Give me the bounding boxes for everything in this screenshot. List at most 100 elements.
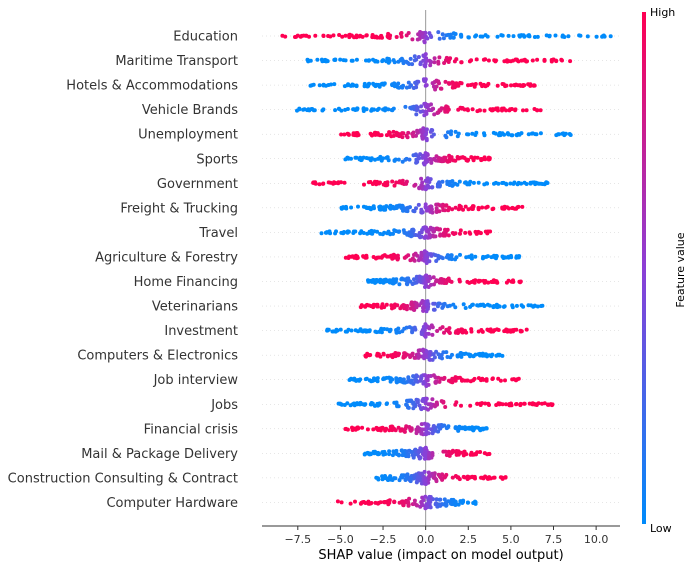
shap-point [426,470,431,475]
shap-point [490,107,495,112]
shap-point [407,477,412,482]
shap-point [423,83,428,88]
shap-point [426,279,431,284]
shap-point [457,279,462,284]
shap-point [338,401,343,406]
shap-point [426,374,431,378]
shap-point [444,281,449,285]
shap-point [412,183,417,188]
shap-point [437,55,442,60]
shap-point [403,426,408,431]
shap-point [542,57,547,62]
shap-point [452,59,457,64]
shap-point [367,501,372,506]
shap-point [441,231,446,235]
shap-point [378,280,383,285]
shap-point [444,426,449,431]
shap-point [460,377,464,382]
shap-point [467,280,472,285]
shap-point [437,425,441,430]
feature-label: Hotels & Accommodations [66,79,238,94]
shap-point [423,155,428,160]
shap-point [368,207,373,212]
shap-point [444,104,449,109]
shap-point [426,498,431,503]
shap-point [389,303,394,308]
shap-point [339,132,344,137]
shap-point [421,381,426,386]
shap-point [494,58,498,63]
shap-point [396,59,401,64]
shap-point [515,254,519,259]
shap-point [370,401,375,406]
shap-point [424,349,429,354]
shap-point [386,107,391,112]
shap-point [522,180,527,185]
shap-point [372,34,377,39]
shap-point [501,304,506,309]
shap-point [354,57,359,62]
shap-point [355,131,360,136]
shap-point [371,427,376,432]
shap-point [421,58,426,63]
shap-point [459,60,464,65]
shap-point [422,421,427,426]
shap-point [401,380,406,385]
shap-point [436,30,441,35]
shap-point [533,402,538,407]
shap-point [434,206,439,211]
shap-point [384,302,389,307]
shap-point [422,63,427,68]
shap-point [361,231,366,235]
shap-point [406,31,411,35]
shap-point [336,180,341,185]
shap-point [415,425,420,430]
shap-point [470,474,475,479]
shap-point [403,478,408,482]
shap-point [353,155,358,160]
shap-point [435,278,440,283]
shap-point [422,352,427,357]
shap-point [509,403,514,408]
shap-point [372,83,377,87]
shap-point [489,279,494,284]
shap-point [451,158,456,163]
shap-point [421,498,426,503]
shap-point [422,249,427,254]
shap-point [493,131,498,136]
shap-point [389,354,394,358]
shap-point [432,56,437,61]
shap-point [431,132,436,137]
shap-point [423,205,428,210]
shap-point [317,182,322,187]
shap-point [483,474,488,479]
shap-point [385,401,389,406]
shap-point [608,34,613,39]
shap-point [405,276,410,281]
shap-point [384,59,389,64]
shap-point [435,184,440,189]
shap-point [491,206,496,211]
shap-point [375,427,380,431]
shap-point [323,230,328,235]
shap-point [406,375,411,380]
colorbar-low-label: Low [650,522,672,535]
shap-point [453,205,458,210]
shap-point [440,376,445,381]
shap-point [419,176,424,181]
shap-point [445,108,450,113]
shap-point [473,34,478,39]
shap-point [415,475,420,480]
x-tick-label: −5.0 [327,533,354,546]
shap-point [387,131,392,135]
shap-point [510,205,515,210]
shap-point [353,328,358,333]
shap-point [379,255,384,260]
shap-point [417,353,421,358]
shap-point [382,81,387,86]
shap-point [459,403,463,408]
shap-point [468,354,472,359]
shap-point [461,207,465,212]
shap-point [461,155,466,160]
shap-point [427,107,431,112]
